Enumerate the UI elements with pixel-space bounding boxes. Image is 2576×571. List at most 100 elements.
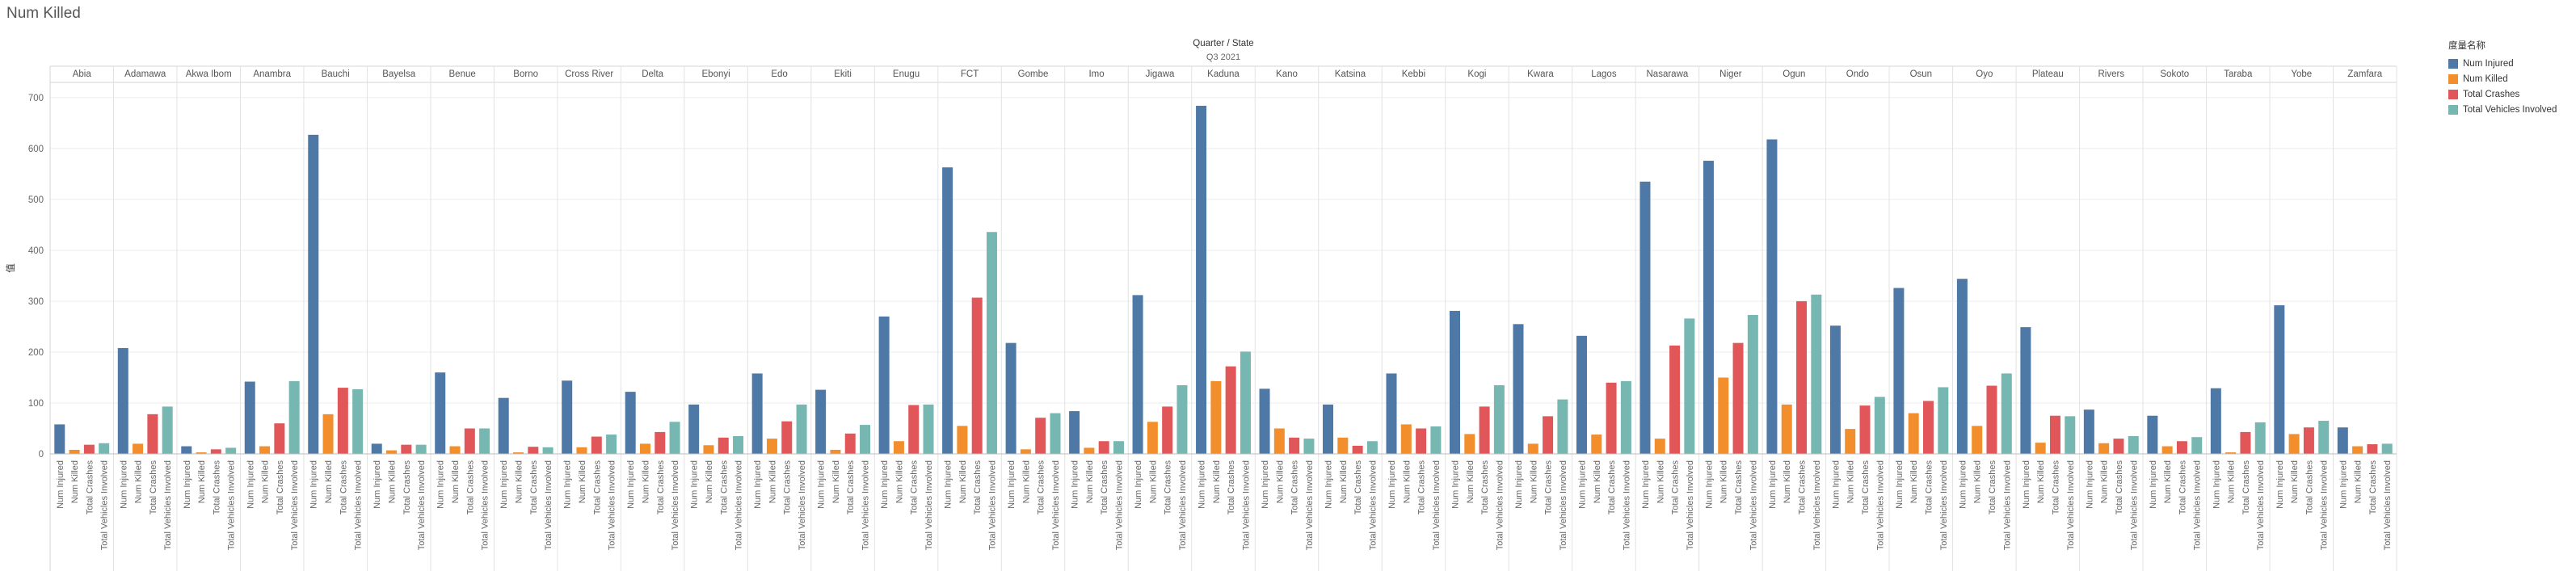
x-tick-label: Num Killed [197, 460, 207, 503]
legend-item[interactable]: Total Vehicles Involved [2448, 102, 2557, 117]
x-tick-label: Num Killed [894, 460, 904, 503]
x-tick-label: Total Crashes [2305, 460, 2314, 515]
bar [1811, 294, 1822, 454]
x-tick-label: Total Vehicles Involved [1875, 460, 1885, 550]
bar [2065, 416, 2076, 454]
x-tick-label: Total Vehicles Involved [2002, 460, 2012, 550]
bar [1240, 351, 1251, 454]
state-header-akwa-ibom: Akwa Ibom [186, 69, 232, 79]
bar [562, 380, 573, 454]
bar [2191, 437, 2203, 454]
bar [1196, 105, 1207, 454]
x-tick-label: Total Vehicles Involved [2129, 460, 2139, 550]
legend-item[interactable]: Num Killed [2448, 71, 2557, 86]
bar [162, 406, 173, 454]
bar [2367, 444, 2378, 454]
x-tick-label: Num Killed [2163, 460, 2173, 503]
state-header-taraba: Taraba [2224, 69, 2253, 79]
bar [893, 441, 904, 454]
state-header-jigawa: Jigawa [1146, 69, 1175, 79]
bar [1796, 300, 1808, 454]
bar [244, 381, 255, 454]
x-tick-label: Num Killed [388, 460, 398, 503]
x-tick-label: Num Injured [1451, 460, 1461, 509]
x-tick-label: Num Injured [626, 460, 636, 509]
x-tick-label: Total Crashes [910, 460, 920, 515]
x-tick-label: Num Killed [2227, 460, 2237, 503]
x-tick-label: Num Killed [70, 460, 80, 503]
bar [1493, 384, 1505, 454]
x-tick-label: Total Vehicles Involved [1495, 460, 1505, 550]
bar [844, 433, 856, 454]
bar [639, 443, 650, 454]
bar [1606, 382, 1617, 454]
x-tick-label: Num Injured [817, 460, 827, 509]
x-tick-label: Total Vehicles Involved [1559, 460, 1568, 550]
state-header-lagos: Lagos [1591, 69, 1617, 79]
bar [2161, 446, 2173, 454]
bar [1416, 428, 1427, 454]
header-title: Quarter / State [1193, 39, 1253, 48]
x-tick-label: Num Injured [1704, 460, 1714, 509]
x-tick-label: Num Killed [1529, 460, 1538, 503]
x-tick-label: Num Injured [1134, 460, 1143, 509]
x-tick-label: Num Injured [1324, 460, 1334, 509]
bar [1718, 377, 1729, 454]
bar [860, 425, 871, 454]
state-header-anambra: Anambra [253, 69, 291, 79]
x-tick-label: Total Crashes [85, 460, 95, 515]
state-header-adamawa: Adamawa [124, 69, 166, 79]
bar [83, 444, 95, 454]
x-tick-label: Num Killed [578, 460, 587, 503]
x-tick-label: Num Killed [1656, 460, 1665, 503]
y-tick-label: 100 [28, 399, 44, 409]
bar [1557, 399, 1568, 454]
bar [1225, 366, 1236, 454]
y-tick-label: 500 [28, 195, 44, 205]
bar [1956, 279, 1968, 454]
x-tick-label: Total Crashes [1607, 460, 1617, 515]
bar [1303, 439, 1315, 454]
state-header-borno: Borno [513, 69, 538, 79]
legend-label: Total Crashes [2463, 89, 2520, 99]
bar [669, 422, 680, 454]
state-header-bauchi: Bauchi [322, 69, 350, 79]
x-tick-label: Num Killed [705, 460, 714, 503]
x-tick-label: Total Crashes [1100, 460, 1109, 515]
x-tick-label: Num Killed [2290, 460, 2300, 503]
x-tick-label: Total Crashes [1798, 460, 1808, 515]
x-tick-label: Total Vehicles Involved [1939, 460, 1949, 550]
x-tick-label: Num Injured [1387, 460, 1397, 509]
x-tick-label: Total Vehicles Involved [1305, 460, 1315, 550]
bar [2274, 305, 2285, 454]
legend-swatch [2448, 89, 2458, 99]
bar [147, 414, 158, 454]
bar [181, 446, 192, 454]
x-tick-label: Total Vehicles Involved [544, 460, 554, 550]
bar [1669, 345, 1681, 454]
x-tick-label: Total Crashes [1290, 460, 1300, 515]
bar [751, 373, 763, 454]
x-tick-label: Total Crashes [846, 460, 856, 515]
state-header-edo: Edo [771, 69, 787, 79]
legend-item[interactable]: Total Crashes [2448, 86, 2557, 102]
bar [815, 389, 827, 454]
bar [2240, 431, 2251, 454]
bar [1273, 428, 1285, 454]
x-tick-label: Total Vehicles Involved [2066, 460, 2076, 550]
x-tick-label: Total Vehicles Involved [1812, 460, 1822, 550]
x-tick-label: Total Crashes [276, 460, 285, 515]
x-tick-label: Total Vehicles Involved [1686, 460, 1695, 550]
bar [1323, 404, 1334, 454]
x-tick-label: Num Killed [1212, 460, 1222, 503]
bar [1035, 418, 1046, 454]
bar [2318, 421, 2330, 454]
bar [1766, 139, 1778, 454]
legend-item[interactable]: Num Injured [2448, 56, 2557, 71]
bar [99, 443, 110, 454]
bar [766, 439, 777, 454]
x-tick-label: Num Injured [1768, 460, 1778, 509]
legend-label: Num Killed [2463, 73, 2508, 84]
bar [1020, 449, 1031, 454]
x-tick-label: Total Vehicles Involved [2193, 460, 2203, 550]
